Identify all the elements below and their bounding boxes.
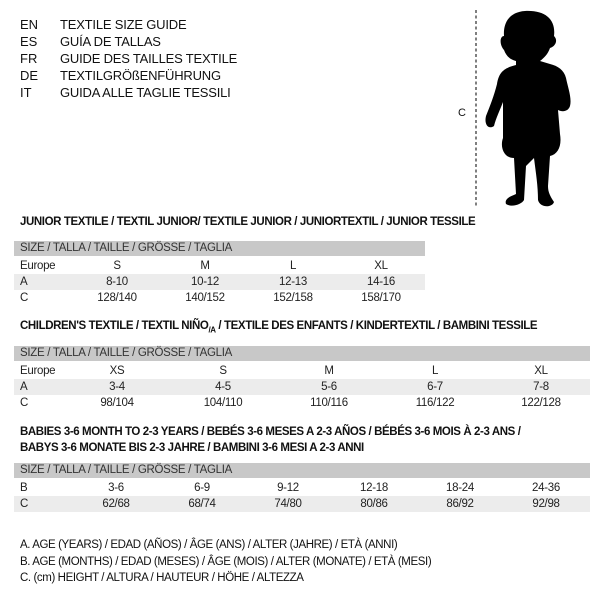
junior-section-title: JUNIOR TEXTILE / TEXTIL JUNIOR/ TEXTILE … bbox=[20, 216, 476, 228]
children-size-table: SIZE / TALLA / TAILLE / GRÖSSE / TAGLIA … bbox=[14, 346, 590, 411]
babies-section-title-line1: BABIES 3-6 MONTH TO 2-3 YEARS / BEBÉS 3-… bbox=[20, 426, 521, 438]
table-row: B 3-6 6-9 9-12 12-18 18-24 24-36 bbox=[20, 482, 560, 494]
table-row: Europe S M L XL bbox=[20, 260, 388, 272]
legend-b: B. AGE (MONTHS) / EDAD (MESES) / ÂGE (MO… bbox=[20, 556, 432, 568]
table-row: C 98/104 104/110 110/116 116/122 122/128 bbox=[20, 397, 561, 409]
table-row: A 3-4 4-5 5-6 6-7 7-8 bbox=[14, 379, 590, 395]
babies-size-table: SIZE / TALLA / TAILLE / GRÖSSE / TAGLIA … bbox=[14, 463, 590, 512]
measure-label: C bbox=[458, 107, 466, 119]
legend-a: A. AGE (YEARS) / EDAD (AÑOS) / ÂGE (ANS)… bbox=[20, 539, 398, 551]
babies-section-title-line2: BABYS 3-6 MONATE BIS 2-3 JAHRE / BAMBINI… bbox=[20, 442, 364, 454]
table-row: C 62/68 68/74 74/80 80/86 86/92 92/98 bbox=[14, 496, 590, 512]
table-header: SIZE / TALLA / TAILLE / GRÖSSE / TAGLIA bbox=[14, 346, 590, 361]
children-section-title: CHILDREN'S TEXTILE / TEXTIL NIÑO/A / TEX… bbox=[20, 320, 538, 335]
child-silhouette-icon bbox=[475, 10, 571, 208]
legend-c: C. (cm) HEIGHT / ALTURA / HAUTEUR / HÖHE… bbox=[20, 572, 304, 584]
junior-size-table: SIZE / TALLA / TAILLE / GRÖSSE / TAGLIA … bbox=[14, 241, 425, 306]
table-row: A 8-10 10-12 12-13 14-16 bbox=[14, 274, 425, 290]
table-row: Europe XS S M L XL bbox=[20, 365, 548, 377]
table-row: C 128/140 140/152 152/158 158/170 bbox=[20, 292, 401, 304]
table-header: SIZE / TALLA / TAILLE / GRÖSSE / TAGLIA bbox=[14, 463, 590, 478]
table-header: SIZE / TALLA / TAILLE / GRÖSSE / TAGLIA bbox=[14, 241, 425, 256]
